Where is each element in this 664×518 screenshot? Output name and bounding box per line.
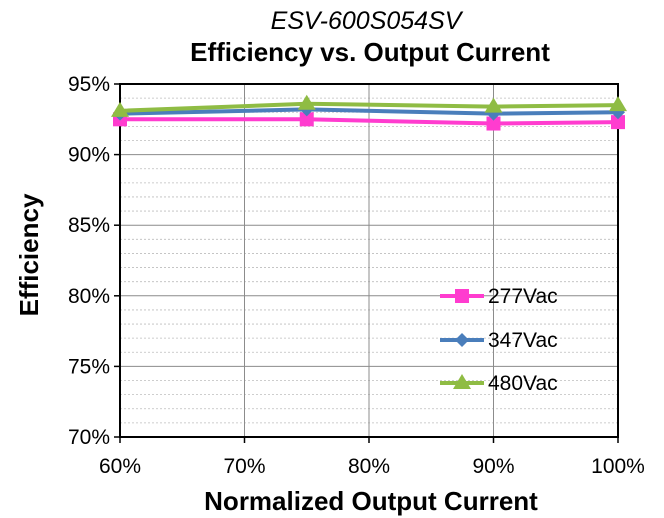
x-tick-label: 100% (591, 455, 645, 478)
x-tick-label: 60% (99, 455, 141, 478)
legend-marker (455, 289, 469, 303)
data-point (486, 116, 501, 131)
legend-marker (453, 374, 471, 389)
series-277Vac (113, 112, 625, 131)
data-point (299, 112, 314, 127)
data-point (611, 115, 625, 130)
series-480Vac (111, 94, 627, 117)
data-point (297, 94, 316, 110)
data-point (111, 101, 129, 117)
series-line (119, 107, 619, 116)
legend: 277Vac 347Vac 480Vac (440, 285, 558, 395)
series-lines (111, 94, 627, 131)
x-tick-label: 80% (348, 455, 390, 478)
data-point (484, 97, 503, 113)
chart-subtitle: ESV-600S054SV (271, 7, 464, 35)
legend-item-480Vac: 480Vac (440, 372, 558, 395)
x-tick-label: 70% (223, 455, 265, 478)
y-tick-label: 75% (68, 355, 110, 378)
plot-area-frame (119, 83, 619, 438)
legend-item-277Vac: 277Vac (440, 285, 558, 308)
legend-label: 347Vac (488, 329, 558, 352)
y-tick-label: 85% (68, 214, 110, 237)
y-tick-labels: 70% 75% 80% 85% 90% 95% (68, 73, 110, 449)
y-tick-label: 95% (68, 73, 110, 96)
chart-title: Efficiency vs. Output Current (190, 37, 550, 67)
legend-label: 277Vac (488, 285, 558, 308)
x-axis-title: Normalized Output Current (204, 486, 538, 516)
y-tick-label: 90% (68, 144, 110, 167)
y-tick-label: 70% (68, 426, 110, 449)
y-axis-title: Efficiency (14, 193, 44, 316)
x-tick-label: 90% (472, 455, 514, 478)
legend-item-347Vac: 347Vac (440, 329, 558, 352)
x-tick-labels: 60% 70% 80% 90% 100% (99, 455, 645, 478)
y-tick-label: 80% (68, 285, 110, 308)
data-point (609, 96, 627, 112)
legend-label: 480Vac (488, 372, 558, 395)
series-line (120, 117, 619, 126)
series-line (119, 101, 619, 113)
legend-marker (455, 333, 469, 347)
